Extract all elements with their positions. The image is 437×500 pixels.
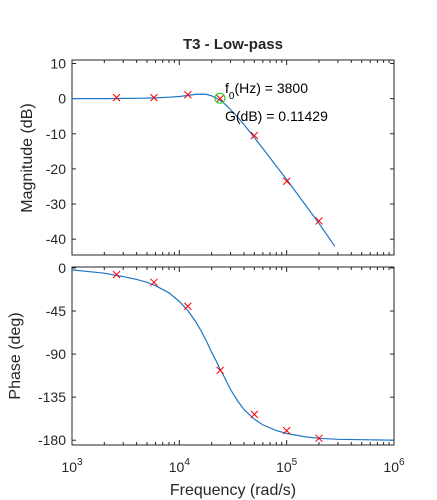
magnitude-ticks: 10 0 -10 -20 -30 -40: [46, 56, 395, 255]
phase-measured-point: [183, 302, 192, 311]
cutoff-marker: [214, 92, 226, 104]
magnitude-panel: 100-10-20-30-40 f0(Hz) = 3800 G(dB) = 0.…: [19, 56, 395, 256]
magnitude-ytick-label: -10: [46, 126, 66, 142]
xtick-exponent: 6: [399, 457, 405, 468]
magnitude-measured-point: [112, 93, 121, 102]
phase-panel: 0-45-90-135-180 Phase (deg) 103 104 105 106…: [7, 260, 405, 499]
phase-ytick-label: -90: [46, 346, 66, 362]
cutoff-gain-label: G(dB) = 0.11429: [225, 108, 328, 124]
phase-measured-point: [216, 366, 224, 375]
phase-ytick-label: 0: [58, 260, 66, 276]
xtick-label: 105: [276, 457, 298, 475]
xtick-base: 10: [61, 459, 77, 475]
magnitude-model-line: [72, 93, 336, 247]
cutoff-f-value: (Hz) = 3800: [234, 80, 308, 96]
phase-axes-box: [71, 266, 395, 446]
magnitude-measured-point: [282, 177, 291, 186]
magnitude-measured-point: [183, 90, 192, 99]
magnitude-ytick-label: -30: [46, 196, 66, 212]
magnitude-annotation: f0(Hz) = 3800 G(dB) = 0.11429: [214, 80, 328, 124]
magnitude-ytick-label: -20: [46, 161, 66, 177]
magnitude-series: [72, 90, 336, 247]
magnitude-axes-box: [71, 59, 395, 256]
cutoff-f-symbol: f: [225, 80, 229, 96]
magnitude-axis-label: Magnitude (dB): [19, 103, 36, 212]
cutoff-f-subscript: 0: [229, 91, 235, 102]
magnitude-measured-point: [250, 131, 259, 140]
magnitude-measured-point: [150, 93, 158, 102]
magnitude-ytick-label: 10: [50, 56, 66, 72]
xtick-base: 10: [383, 459, 399, 475]
frequency-tick-labels: 103 104 105 106: [61, 457, 405, 475]
frequency-axis-label: Frequency (rad/s): [170, 482, 296, 499]
phase-model-line: [71, 269, 395, 441]
phase-ytick-label: -180: [38, 432, 66, 448]
phase-series: [71, 269, 395, 443]
xtick-label: 104: [169, 457, 191, 475]
magnitude-ytick-label: 0: [58, 91, 66, 107]
xtick-label: 103: [61, 457, 83, 475]
phase-ytick-label: -45: [46, 303, 66, 319]
xtick-base: 10: [169, 459, 185, 475]
phase-measured-point: [250, 410, 259, 419]
magnitude-ytick-label: -40: [46, 231, 66, 247]
phase-measured-point: [282, 426, 291, 435]
xtick-exponent: 5: [292, 457, 298, 468]
phase-measured-point: [150, 278, 158, 287]
magnitude-measured-point: [216, 94, 224, 103]
phase-measured-point: [315, 434, 323, 443]
phase-axis-label: Phase (deg): [7, 312, 24, 399]
cutoff-frequency-label: f0(Hz) = 3800: [225, 80, 308, 102]
xtick-exponent: 4: [184, 457, 190, 468]
xtick-base: 10: [276, 459, 292, 475]
phase-ytick-label: -135: [38, 389, 66, 405]
phase-ticks: 0 -45 -90 -135 -180: [38, 260, 395, 448]
phase-measured-point: [112, 270, 121, 279]
magnitude-measured-point: [315, 217, 323, 225]
xtick-exponent: 3: [77, 457, 83, 468]
chart-title: T3 - Low-pass: [183, 36, 283, 53]
xtick-label: 106: [383, 457, 405, 475]
